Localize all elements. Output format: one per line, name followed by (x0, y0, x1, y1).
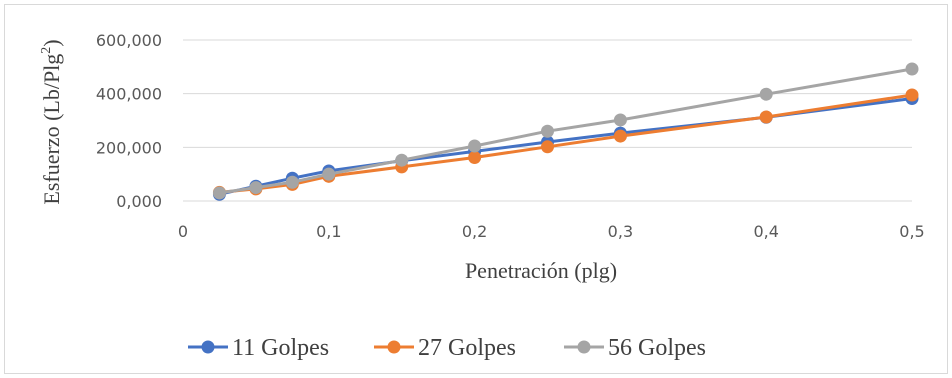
series-line (219, 97, 913, 196)
series-1 (212, 91, 919, 201)
series-2 (212, 88, 919, 199)
x-tick-label: 0,4 (753, 222, 778, 241)
y-tick-label: 200,000 (96, 138, 162, 157)
legend: 11 Golpes 27 Golpes 56 Golpes (188, 335, 706, 361)
legend-marker (387, 340, 401, 354)
data-point (541, 124, 554, 138)
data-point (905, 88, 919, 102)
x-axis-title: Penetración (plg) (465, 258, 617, 283)
legend-label: 11 Golpes (232, 335, 329, 361)
data-point (541, 140, 554, 154)
x-tick-label: 0,2 (462, 222, 487, 241)
data-point (759, 87, 773, 101)
x-tick-label: 0,3 (608, 222, 633, 241)
legend-entry: 27 Golpes (374, 335, 516, 361)
y-axis-title-tail: ) (39, 39, 64, 46)
legend-entry: 11 Golpes (188, 335, 329, 361)
data-point (468, 139, 482, 153)
data-series (212, 62, 919, 201)
y-tick-label: 600,000 (96, 31, 162, 50)
legend-marker (577, 340, 591, 354)
data-point (613, 113, 627, 127)
legend-marker (201, 340, 215, 354)
series-3 (212, 62, 919, 200)
data-point (468, 151, 482, 165)
x-tick-label: 0,5 (899, 222, 924, 241)
series-line (219, 67, 913, 195)
legend-label: 56 Golpes (608, 335, 706, 361)
y-axis-title-main: Esfuerzo (Lb/Plg (39, 54, 64, 205)
y-tick-label: 400,000 (96, 85, 162, 104)
x-tick-label: 0 (178, 222, 188, 241)
y-axis-title: Esfuerzo (Lb/Plg2) (39, 39, 64, 204)
data-point (212, 186, 226, 200)
data-point (395, 153, 409, 167)
y-axis-title-superscript: 2 (39, 47, 54, 54)
data-point (613, 129, 627, 143)
data-point (759, 110, 773, 124)
legend-entry: 56 Golpes (564, 335, 706, 361)
chart-frame (4, 4, 948, 374)
legend-label: 27 Golpes (418, 335, 516, 361)
x-tick-label: 0,1 (316, 222, 341, 241)
data-point (905, 62, 919, 76)
series-line (219, 93, 913, 194)
data-point (322, 167, 336, 181)
data-point (249, 181, 263, 195)
data-point (285, 175, 299, 189)
y-tick-label: 0,000 (116, 192, 162, 211)
tick-labels: 0,000 200,000 400,000 600,000 0 0,1 0,2 0,3 0,4 0… (96, 31, 925, 241)
